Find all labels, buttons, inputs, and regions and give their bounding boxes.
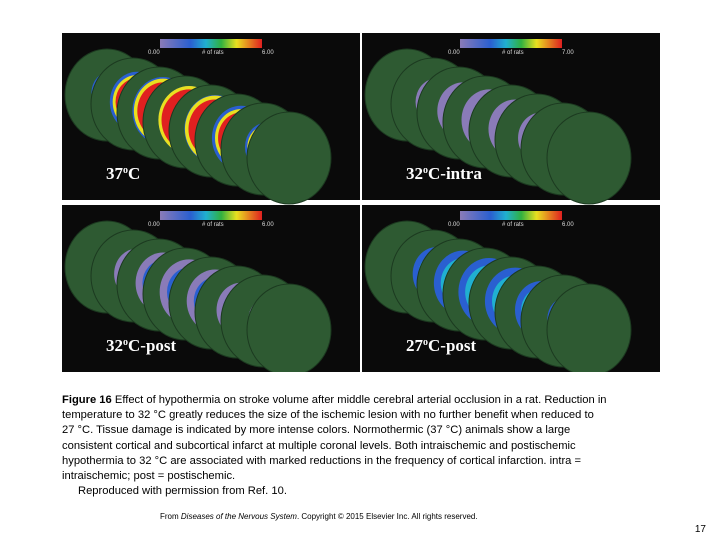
scale-max: 6.00 — [562, 222, 574, 228]
scale-max: 6.00 — [262, 222, 274, 228]
scale-title: # of rats — [502, 50, 524, 56]
page-number: 17 — [694, 524, 706, 535]
scale-title: # of rats — [502, 222, 524, 228]
label-suffix: C-intra — [428, 164, 482, 183]
caption-line: Figure 16 Effect of hypothermia on strok… — [62, 393, 682, 408]
book-title: Diseases of the Nervous System — [180, 512, 297, 521]
label-number: 32 — [406, 164, 423, 183]
label-suffix: C — [128, 164, 140, 183]
image-panel: 0.00 # of rats 7.00 32oC-intra — [362, 33, 660, 205]
image-panel: 0.00 # of rats 6.00 37oC — [62, 33, 360, 205]
image-panel: 0.00 # of rats 6.00 32oC-post — [62, 205, 360, 372]
brain-slice — [246, 283, 332, 372]
caption-line: temperature to 32 °C greatly reduces the… — [62, 409, 594, 422]
label-sup: o — [123, 165, 128, 176]
scale-title: # of rats — [202, 222, 224, 228]
brain-slice — [546, 283, 632, 372]
panel-label: 27oC-post — [406, 336, 477, 355]
footer-text: From — [160, 512, 181, 521]
panel-label: 32oC-post — [106, 336, 177, 355]
label-sup: o — [423, 337, 428, 348]
color-scale — [160, 39, 262, 48]
figure-label: Figure 16 — [62, 394, 112, 406]
color-scale — [160, 211, 262, 220]
color-scale — [460, 211, 562, 220]
image-panel: 0.00 # of rats 6.00 27oC-post — [362, 205, 660, 372]
credit: Reproduced with permission from Ref. 10. — [78, 485, 287, 498]
footer: From Diseases of the Nervous System. Cop… — [160, 512, 478, 521]
brain-slice — [246, 111, 332, 205]
scale-min: 0.00 — [448, 222, 460, 228]
footer-text: . Copyright © 2015 Elsevier Inc. All rig… — [296, 512, 478, 521]
label-sup: o — [423, 165, 428, 176]
scale-min: 0.00 — [148, 50, 160, 56]
label-number: 32 — [106, 336, 123, 355]
brain-slice — [546, 111, 632, 205]
label-suffix: C-post — [428, 336, 477, 355]
caption-line: intraischemic; post = postischemic. — [62, 470, 236, 483]
caption-line: hypothermia to 32 °C are associated with… — [62, 454, 582, 467]
label-sup: o — [123, 337, 128, 348]
caption-line: 27 °C. Tissue damage is indicated by mor… — [62, 424, 571, 437]
panel-label: 32oC-intra — [406, 164, 482, 183]
caption: Figure 16 Effect of hypothermia on strok… — [62, 393, 682, 499]
color-scale — [460, 39, 562, 48]
scale-max: 7.00 — [562, 50, 574, 56]
scale-min: 0.00 — [448, 50, 460, 56]
label-number: 37 — [106, 164, 124, 183]
panel-label: 37oC — [106, 164, 140, 183]
scale-max: 6.00 — [262, 50, 274, 56]
label-number: 27 — [406, 336, 424, 355]
caption-text: Effect of hypothermia on stroke volume a… — [114, 394, 607, 406]
scale-title: # of rats — [202, 50, 224, 56]
label-suffix: C-post — [128, 336, 177, 355]
caption-line: consistent cortical and subcortical infa… — [62, 439, 576, 452]
scale-min: 0.00 — [148, 222, 160, 228]
